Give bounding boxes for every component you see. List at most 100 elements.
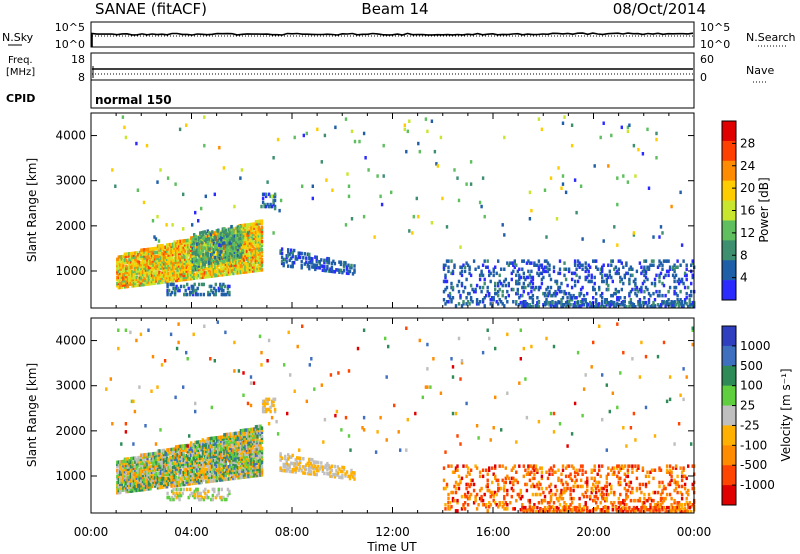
scatter-cell [256,465,259,469]
scatter-cell [248,226,252,231]
scatter-cell [671,300,675,305]
scatter-cell [652,305,655,309]
scatter-cell [215,261,218,265]
scatter-cell [256,461,259,465]
scatter-cell [254,473,258,478]
scatter-cell [190,441,193,445]
scatter-cell [224,449,228,453]
scatter-cell [208,272,211,277]
scatter-cell [448,296,452,300]
scatter-cell [162,270,166,274]
scatter-cell [345,271,349,275]
scatter-cell [202,464,205,468]
scatter-cell [173,288,177,293]
scatter-cell [235,456,238,460]
scatter-cell [595,303,598,307]
scatter-cell [177,272,181,276]
scatter-cell [180,476,184,481]
scatter-cell [546,285,550,290]
scatter-cell [185,244,188,249]
scatter-cell [238,243,241,247]
scatter-cell [247,233,250,237]
scatter-cell [605,273,608,278]
scatter-cell [132,478,136,483]
scatter-cell [257,469,261,473]
scatter-cell [233,448,237,452]
scatter-cell [460,304,464,308]
scatter-cell [134,269,137,274]
scatter-cell [220,252,223,257]
scatter-cell [311,259,314,263]
scatter-cell [176,240,179,244]
scatter-cell [254,252,258,257]
scatter-cell [200,452,203,456]
scatter-cell [236,245,240,250]
scatter-cell [668,285,672,290]
scatter-cell [327,259,331,263]
scatter-cell [250,238,253,243]
scatter-cell [146,264,149,268]
scatter-cell [168,273,172,277]
scatter-cell [220,470,223,474]
scatter-cell [220,231,223,236]
scatter-cell [241,254,244,258]
scatter-cell [126,266,130,270]
scatter-cell [176,449,179,453]
scatter-cell [122,468,125,472]
scatter-cell [238,455,241,460]
scatter-cell [248,257,252,261]
scatter-cell [604,298,607,302]
scatter-cell [519,293,522,298]
scatter-cell [220,437,223,441]
scatter-cell [211,438,214,443]
scatter-cell [200,237,203,241]
scatter-cell [221,453,224,458]
scatter-cell [165,460,169,464]
scatter-cell [220,237,223,242]
scatter-cell [191,461,194,465]
scatter-cell [610,275,613,280]
scatter-cell [620,277,623,282]
scatter-cell [189,290,192,295]
scatter-cell [136,188,140,192]
scatter-cell [254,240,258,244]
scatter-cell [184,462,187,466]
scatter-cell [253,240,256,245]
scatter-cell [132,255,136,259]
scatter-cell [667,259,670,263]
scatter-cell [137,267,140,271]
scatter-cell [158,272,161,277]
scatter-cell [161,461,164,465]
scatter-cell [164,265,167,270]
scatter-cell [230,462,234,467]
scatter-cell [251,269,255,273]
scatter-cell [144,268,148,272]
scatter-cell [250,230,253,235]
scatter-cell [254,260,258,265]
scatter-cell [241,467,244,471]
scatter-cell [147,462,151,467]
scatter-cell [200,206,203,211]
scatter-cell [135,271,139,275]
scatter-cell [256,219,259,224]
scatter-cell [626,271,630,276]
scatter-cell [208,455,211,459]
scatter-cell [463,269,467,274]
scatter-cell [570,277,574,282]
scatter-cell [250,470,253,474]
scatter-cell [485,265,488,269]
scatter-cell [149,486,152,491]
scatter-cell [456,283,459,288]
scatter-cell [566,296,569,300]
scatter-cell [494,291,497,296]
scatter-cell [233,259,237,263]
scatter-cell [121,115,125,119]
scatter-cell [176,455,179,459]
scatter-cell [291,254,294,259]
scatter-cell [480,289,483,294]
scatter-cell [203,443,206,448]
scatter-cell [143,479,146,484]
scatter-cell [132,284,136,288]
scatter-cell [248,222,252,227]
